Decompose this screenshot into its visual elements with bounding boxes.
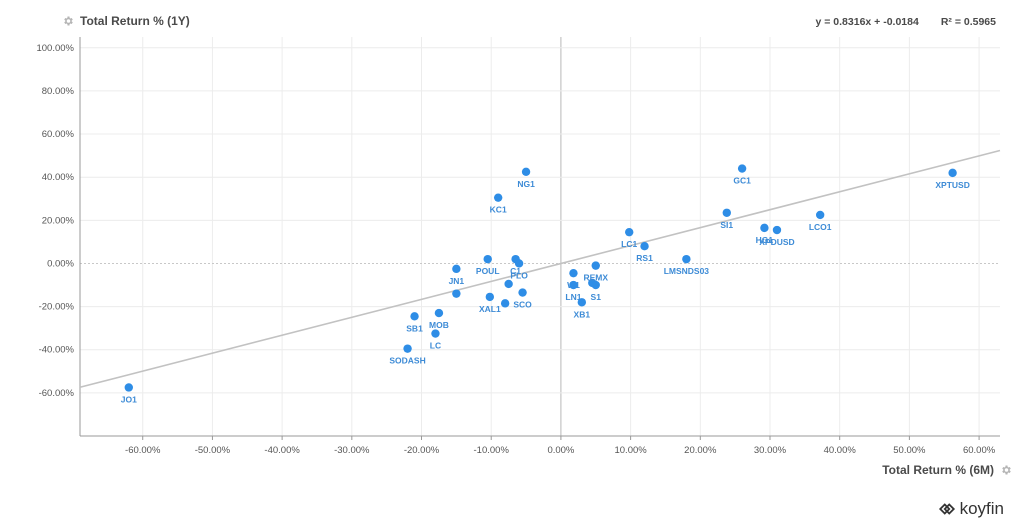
data-point[interactable]	[493, 193, 503, 202]
data-point[interactable]	[410, 312, 419, 321]
data-point[interactable]	[737, 164, 747, 173]
x-tick-label: 60.00%	[963, 445, 996, 456]
data-point-label: GC1	[733, 176, 751, 186]
x-tick-label: 50.00%	[893, 445, 926, 456]
data-point[interactable]	[760, 223, 769, 233]
x-tick-label: 0.00%	[547, 445, 574, 456]
data-point[interactable]	[722, 208, 731, 217]
data-point[interactable]	[485, 292, 495, 302]
gear-icon[interactable]	[62, 15, 74, 27]
data-point-label: REMX	[583, 273, 608, 283]
data-point-label: MOB	[429, 320, 449, 330]
data-point[interactable]	[591, 261, 600, 270]
data-point-label: HG1	[756, 235, 774, 245]
data-point[interactable]	[569, 268, 578, 278]
data-point-label: JN1	[449, 276, 465, 286]
data-point[interactable]	[434, 308, 444, 318]
regression-line	[79, 149, 1001, 389]
x-tick-label: -40.00%	[264, 445, 300, 456]
data-point[interactable]	[682, 254, 691, 264]
regression-equation: y = 0.8316x + -0.0184	[815, 16, 919, 28]
data-point-label: PLO	[510, 270, 528, 280]
r-squared: R² = 0.5965	[940, 16, 996, 28]
brand-name: koyfin	[959, 499, 1004, 518]
x-tick-label: 30.00%	[754, 445, 787, 456]
data-point-label: LMSNDS03	[664, 266, 710, 276]
x-tick-label: 10.00%	[614, 445, 647, 456]
x-tick-label: -60.00%	[125, 445, 161, 456]
y-tick-label: 40.00%	[42, 172, 75, 183]
data-point-label: SI1	[720, 220, 733, 230]
data-point-label: XPDUSD	[759, 237, 794, 247]
data-point[interactable]	[431, 329, 440, 338]
data-point-label: LCO1	[809, 222, 832, 232]
data-point-label: XB1	[574, 309, 591, 319]
data-point-label: RS1	[636, 253, 653, 263]
koyfin-logo-icon	[938, 503, 955, 515]
data-point-label: S1	[591, 292, 602, 302]
data-point-label: SB1	[406, 323, 423, 333]
y-tick-label: 0.00%	[47, 258, 74, 269]
y-tick-label: 20.00%	[42, 215, 75, 226]
data-point[interactable]	[591, 280, 600, 290]
data-point[interactable]	[577, 298, 587, 307]
data-point[interactable]	[625, 227, 634, 237]
data-point-label: SODASH	[389, 356, 425, 366]
regression-stats: y = 0.8316x + -0.0184 R² = 0.5965	[815, 16, 996, 28]
data-point[interactable]	[569, 280, 578, 290]
x-tick-label: -30.00%	[334, 445, 370, 456]
y-axis-title-text: Total Return % (1Y)	[80, 14, 190, 28]
brand-logo: koyfin	[938, 499, 1004, 519]
x-axis-title: Total Return % (6M)	[882, 463, 1012, 477]
y-axis-title: Total Return % (1Y)	[62, 14, 190, 28]
data-point-label: LC	[430, 341, 441, 351]
x-tick-label: -50.00%	[195, 445, 231, 456]
x-tick-label: -20.00%	[404, 445, 440, 456]
data-point[interactable]	[640, 242, 649, 251]
data-point-label: XAL1	[479, 304, 501, 314]
data-point-label: LC1	[621, 239, 637, 249]
data-point-label: POUL	[476, 266, 500, 276]
y-tick-label: -60.00%	[39, 388, 75, 399]
data-point[interactable]	[518, 288, 527, 297]
data-point-label: KC1	[490, 205, 507, 215]
data-point[interactable]	[452, 264, 461, 274]
data-point[interactable]	[403, 344, 412, 353]
gear-icon[interactable]	[1000, 464, 1012, 476]
data-point[interactable]	[815, 210, 825, 220]
data-point-label: SCO	[513, 300, 532, 310]
data-point[interactable]	[452, 289, 461, 298]
data-point-label: LN1	[565, 292, 581, 302]
data-point-label: NG1	[517, 179, 535, 189]
y-tick-label: -20.00%	[39, 302, 75, 313]
x-tick-label: 20.00%	[684, 445, 717, 456]
x-tick-label: 40.00%	[824, 445, 857, 456]
data-point-label: XPTUSD	[935, 180, 969, 190]
data-point[interactable]	[514, 259, 524, 268]
data-point-label: JO1	[121, 394, 137, 404]
data-point[interactable]	[483, 254, 492, 264]
data-point[interactable]	[521, 167, 531, 176]
y-tick-label: -40.00%	[39, 345, 75, 356]
data-point-label: C1	[510, 266, 521, 276]
data-point[interactable]	[772, 225, 782, 235]
data-point[interactable]	[504, 279, 513, 289]
data-point[interactable]	[124, 383, 133, 392]
y-tick-label: 80.00%	[42, 86, 75, 97]
data-point[interactable]	[500, 299, 510, 308]
data-point[interactable]	[948, 168, 957, 178]
x-axis-title-text: Total Return % (6M)	[882, 463, 994, 477]
y-tick-label: 60.00%	[42, 129, 75, 140]
x-tick-label: -10.00%	[474, 445, 510, 456]
y-tick-label: 100.00%	[36, 43, 74, 54]
